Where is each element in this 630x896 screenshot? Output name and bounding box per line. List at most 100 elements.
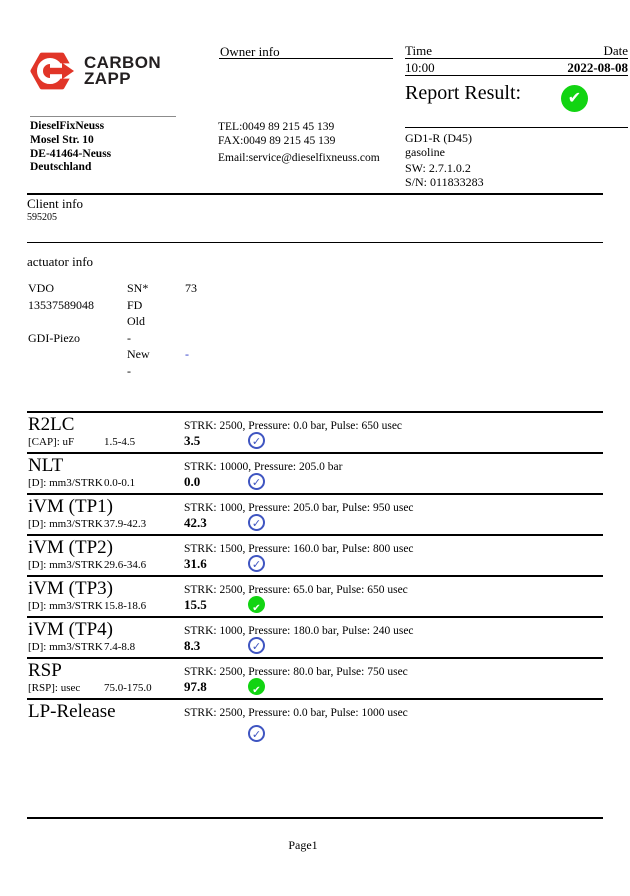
test-condition: STRK: 1500, Pressure: 160.0 bar, Pulse: … [184,543,414,555]
test-row-ivm-tp3: iVM (TP3) STRK: 2500, Pressure: 65.0 bar… [27,575,603,616]
logo-wordmark: CARBON ZAPP [84,53,162,87]
test-condition: STRK: 10000, Pressure: 205.0 bar [184,461,343,473]
test-unit: [D]: mm3/STRK [28,600,103,612]
actuator-part-number: 13537589048 [28,297,94,312]
actuator-field-value: 73 [185,281,197,295]
test-unit: [D]: mm3/STRK [28,641,103,653]
test-range: 1.5-4.5 [104,436,136,448]
actuator-field-label: - [127,363,131,378]
time-value-underline [405,75,628,76]
test-unit: [D]: mm3/STRK [28,477,103,489]
address-topline [30,116,176,117]
machine-model: GD1-R (D45) [405,131,472,145]
test-value: 42.3 [184,515,207,530]
test-range: 7.4-8.8 [104,641,136,653]
machine-info-topline [405,127,628,128]
machine-fuel: gasoline [405,144,445,159]
actuator-row: 13537589048 FD [27,298,427,315]
test-title: iVM (TP4) [28,619,113,640]
test-status-check-icon [248,637,265,654]
actuator-field-label: SN* [127,281,149,295]
actuator-field-value: - [185,347,189,361]
test-value: 8.3 [184,638,201,653]
test-title: R2LC [28,414,75,435]
test-unit: [RSP]: usec [28,682,81,694]
test-title: LP-Release [28,701,116,722]
test-results-table: R2LC STRK: 2500, Pressure: 0.0 bar, Puls… [27,411,603,760]
report-result-pass-icon [561,85,588,112]
test-title: RSP [28,660,62,681]
test-value: 97.8 [184,679,207,694]
owner-fax: FAX:0049 89 215 45 139 [218,135,336,147]
client-section-topline [27,193,603,195]
test-row-ivm-tp4: iVM (TP4) STRK: 1000, Pressure: 180.0 ba… [27,616,603,657]
client-number: 595205 [27,212,57,223]
test-unit: [CAP]: uF [28,436,75,448]
client-section-bottomline [27,242,603,243]
report-result-label: Report Result: [405,82,522,104]
test-unit: [D]: mm3/STRK [28,559,103,571]
footer-line [27,817,603,819]
owner-city: DE-41464-Neuss [30,147,112,160]
machine-info: GD1-R (D45) gasoline SW: 2.7.1.0.2 S/N: … [405,131,484,189]
actuator-field-label: New [127,347,150,361]
date-label: Date [603,43,628,58]
owner-email: Email:service@dieselfixneuss.com [218,152,380,164]
actuator-row: GDI-Piezo - [27,331,427,348]
test-status-check-icon [248,678,265,695]
test-status-check-icon [248,432,265,449]
client-info-label: Client info [27,196,83,211]
owner-address: DieselFixNeuss Mosel Str. 10 DE-41464-Ne… [30,120,111,175]
actuator-grid: VDO SN* 73 13537589048 FD Old GDI-Piezo … [27,281,427,380]
machine-serial: S/N: 011833283 [405,174,484,189]
owner-info-label: Owner info [220,44,280,59]
test-condition: STRK: 1000, Pressure: 205.0 bar, Pulse: … [184,502,414,514]
actuator-brand: VDO [28,281,54,295]
test-range: 15.8-18.6 [104,600,147,612]
test-status-check-icon [248,555,265,572]
test-value: 0.0 [184,474,201,489]
test-condition: STRK: 2500, Pressure: 0.0 bar, Pulse: 65… [184,420,403,432]
time-date-underline [405,58,628,59]
test-condition: STRK: 2500, Pressure: 0.0 bar, Pulse: 10… [184,707,408,719]
actuator-info-label: actuator info [27,254,94,269]
actuator-field-label: Old [127,314,145,328]
test-row-rsp: RSP STRK: 2500, Pressure: 80.0 bar, Puls… [27,657,603,698]
test-range: 75.0-175.0 [104,682,152,694]
time-value: 10:00 [405,60,435,75]
test-row-ivm-tp1: iVM (TP1) STRK: 1000, Pressure: 205.0 ba… [27,493,603,534]
test-title: NLT [28,455,64,476]
actuator-row: - [27,364,427,381]
test-range: 37.9-42.3 [104,518,147,530]
time-date-values-row: 10:00 2022-08-08 [405,60,628,76]
time-date-labels-row: Time Date [405,43,628,59]
test-row-nlt: NLT STRK: 10000, Pressure: 205.0 bar [D]… [27,452,603,493]
test-range: 29.6-34.6 [104,559,147,571]
carbon-zapp-hexagon-icon [30,52,76,90]
owner-street: Mosel Str. 10 [30,133,94,146]
test-condition: STRK: 1000, Pressure: 180.0 bar, Pulse: … [184,625,414,637]
owner-tel: TEL:0049 89 215 45 139 [218,121,335,133]
owner-contact: TEL:0049 89 215 45 139 FAX:0049 89 215 4… [218,120,380,165]
test-value: 31.6 [184,556,207,571]
test-title: iVM (TP2) [28,537,113,558]
carbon-zapp-logo: CARBON ZAPP [30,47,161,95]
actuator-field-label: - [127,330,131,345]
test-row-r2lc: R2LC STRK: 2500, Pressure: 0.0 bar, Puls… [27,411,603,452]
actuator-row: Old [27,314,427,331]
actuator-field-label: FD [127,297,143,312]
owner-country: Deutschland [30,161,92,174]
test-status-check-icon [248,473,265,490]
owner-info-underline [219,58,393,59]
test-value: 15.5 [184,597,207,612]
logo-line1: CARBON [84,53,162,72]
test-condition: STRK: 2500, Pressure: 80.0 bar, Pulse: 7… [184,666,408,678]
test-value: 3.5 [184,433,201,448]
test-status-check-icon [248,514,265,531]
actuator-row: VDO SN* 73 [27,281,427,298]
actuator-row: New - [27,347,427,364]
owner-name: DieselFixNeuss [30,120,105,132]
test-status-check-icon [248,725,265,742]
test-row-lp-release: LP-Release STRK: 2500, Pressure: 0.0 bar… [27,698,603,760]
